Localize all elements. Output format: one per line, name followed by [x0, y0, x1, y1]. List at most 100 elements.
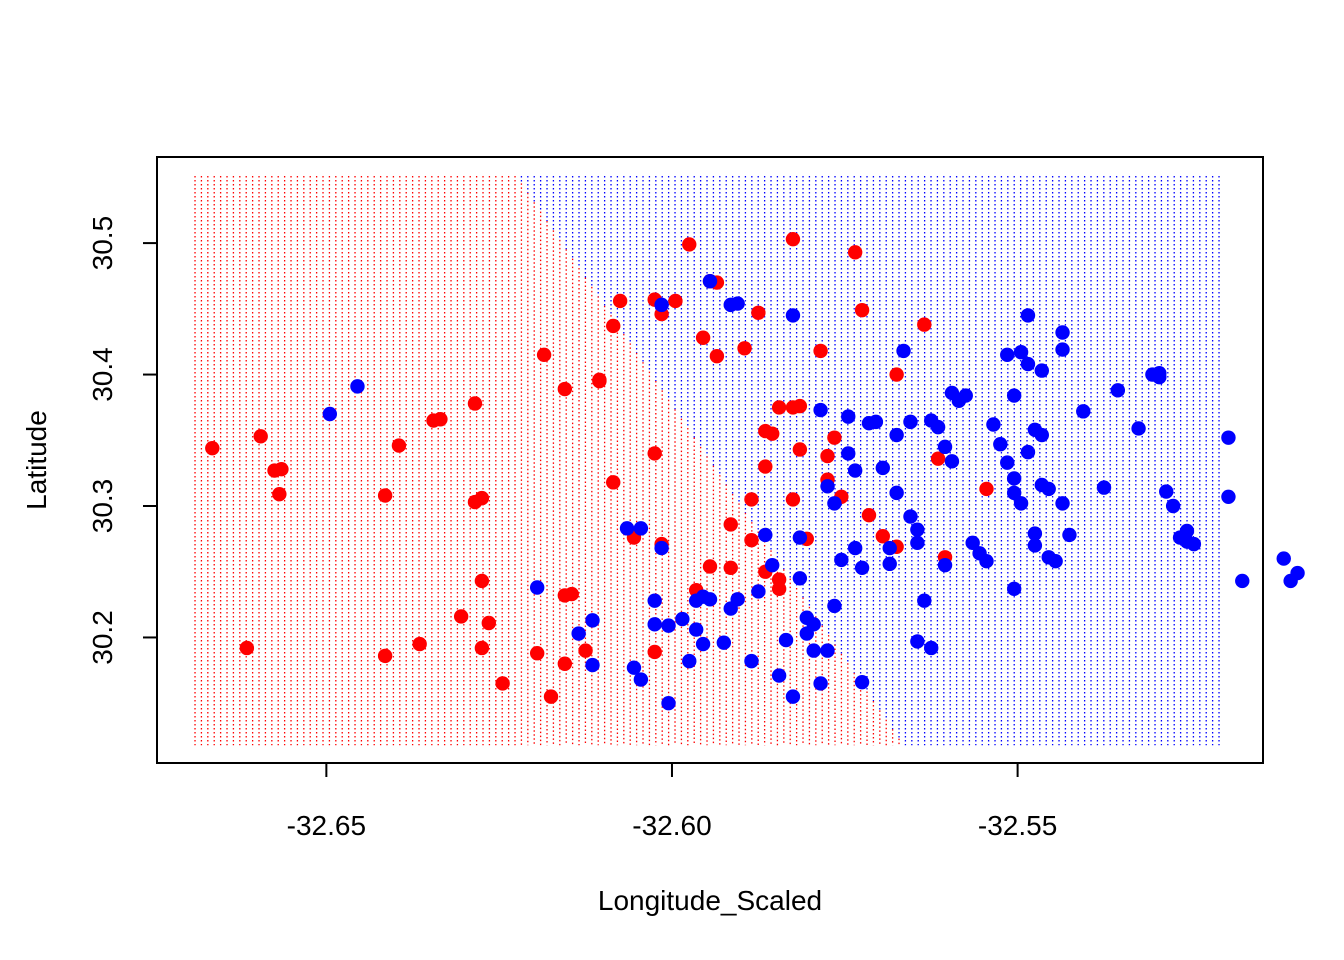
data-point: [702, 274, 718, 289]
data-point: [1006, 388, 1022, 403]
data-point: [433, 412, 448, 427]
data-point: [564, 586, 579, 602]
decision-grid: [194, 176, 1220, 746]
data-point: [792, 530, 808, 545]
data-point: [861, 508, 877, 523]
data-point: [944, 454, 960, 469]
data-point: [882, 540, 897, 556]
data-point: [654, 540, 669, 556]
data-point: [654, 297, 669, 313]
data-point: [272, 486, 287, 502]
data-point: [529, 646, 545, 661]
data-point: [1290, 565, 1305, 581]
data-point: [682, 653, 697, 669]
data-point: [889, 367, 904, 382]
data-point: [1131, 421, 1146, 436]
data-point: [785, 231, 801, 247]
data-point: [585, 657, 600, 673]
data-point: [1048, 554, 1063, 569]
data-point: [785, 308, 801, 323]
y-tick-label: 30.5: [87, 216, 118, 271]
data-point: [675, 611, 690, 627]
data-point: [744, 532, 759, 548]
data-point: [910, 634, 925, 649]
data-point: [1159, 484, 1174, 499]
data-point: [910, 535, 925, 551]
data-point: [1034, 427, 1050, 443]
data-point: [274, 462, 289, 477]
data-point: [592, 372, 607, 388]
data-point: [619, 521, 635, 536]
data-point: [730, 296, 745, 311]
data-point: [834, 552, 849, 568]
data-point: [647, 593, 662, 608]
data-point: [239, 640, 255, 656]
data-point: [806, 617, 821, 632]
data-point: [751, 305, 766, 320]
data-point: [1076, 404, 1091, 419]
data-point: [661, 695, 676, 711]
data-point: [585, 613, 600, 628]
data-point: [1221, 430, 1236, 445]
data-point: [965, 535, 980, 551]
data-point: [820, 479, 835, 494]
data-point: [820, 448, 835, 464]
y-tick-label: 30.3: [87, 479, 118, 534]
data-point: [785, 689, 801, 704]
x-tick-label: -32.55: [978, 810, 1057, 841]
data-point: [1055, 342, 1070, 357]
data-point: [1027, 526, 1043, 541]
y-tick-label: 30.2: [87, 610, 118, 665]
data-point: [723, 517, 738, 532]
data-point: [647, 446, 662, 461]
data-point: [1186, 536, 1202, 552]
data-point: [875, 529, 891, 544]
data-point: [778, 632, 794, 648]
data-point: [1221, 489, 1236, 505]
data-point: [688, 622, 704, 637]
data-point: [792, 571, 808, 586]
data-point: [467, 494, 483, 510]
data-point: [1179, 523, 1195, 539]
axes: -32.65 -32.60 -32.55 30.2 30.3 30.4 30.5: [87, 216, 1057, 841]
data-point: [813, 343, 828, 359]
data-point: [771, 400, 787, 415]
data-point: [785, 492, 801, 507]
data-point: [1152, 369, 1167, 385]
data-point: [1020, 444, 1036, 460]
data-point: [903, 414, 918, 430]
data-point: [1006, 471, 1022, 486]
data-point: [377, 648, 393, 664]
data-point: [813, 676, 828, 691]
data-point: [854, 674, 870, 690]
data-point: [716, 635, 732, 650]
data-point: [647, 617, 662, 632]
data-point: [1006, 485, 1022, 501]
data-point: [1013, 496, 1029, 511]
data-point: [744, 492, 759, 507]
x-tick-label: -32.60: [632, 810, 711, 841]
data-point: [771, 668, 787, 683]
data-point: [937, 557, 953, 573]
data-point: [993, 437, 1008, 452]
data-point: [792, 442, 808, 457]
data-point: [1041, 481, 1056, 497]
data-point: [668, 293, 683, 309]
data-point: [1013, 345, 1029, 360]
data-point: [606, 475, 621, 490]
data-point: [412, 636, 427, 652]
data-point: [1235, 573, 1250, 589]
data-point: [647, 644, 662, 660]
data-point: [903, 509, 918, 524]
data-point: [557, 656, 573, 671]
data-point: [557, 381, 573, 397]
data-point: [937, 439, 953, 455]
data-point: [1006, 581, 1022, 597]
data-point: [841, 409, 856, 424]
data-point: [889, 485, 904, 501]
data-point: [1000, 347, 1015, 363]
data-point: [765, 426, 780, 441]
x-axis-label: Longitude_Scaled: [598, 885, 822, 916]
data-point: [854, 302, 870, 318]
